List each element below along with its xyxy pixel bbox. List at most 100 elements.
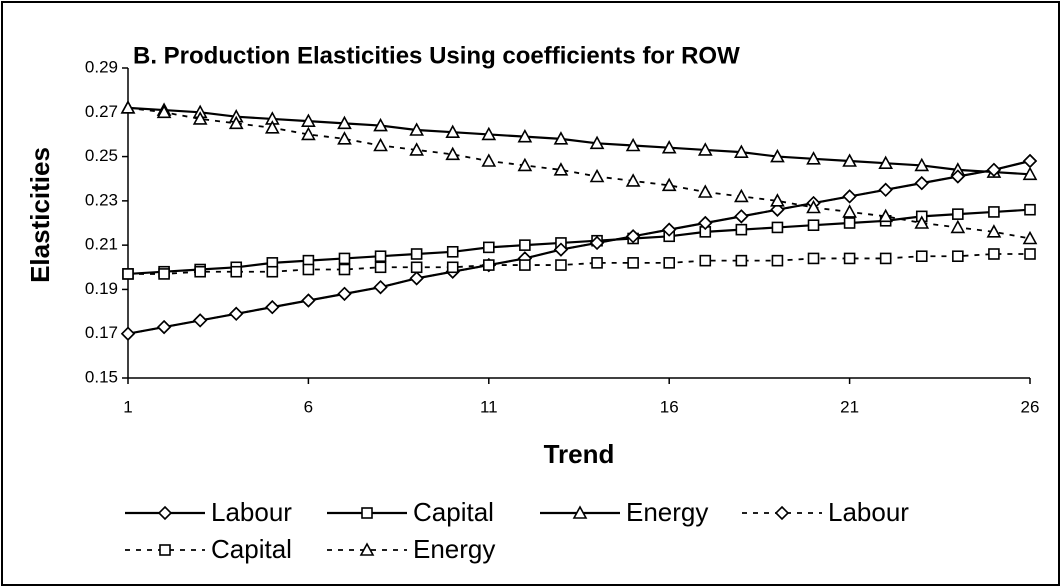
legend-marker (572, 505, 588, 519)
marker (914, 157, 930, 172)
marker (301, 113, 316, 127)
y-tick-label: 0.19 (85, 279, 118, 298)
marker (770, 148, 785, 163)
marker (445, 124, 461, 139)
marker (914, 176, 929, 191)
marker (734, 144, 749, 158)
marker (661, 140, 677, 154)
marker (553, 131, 569, 145)
marker (481, 126, 497, 141)
marker (699, 254, 712, 267)
marker (627, 257, 639, 269)
marker (517, 128, 533, 143)
marker (697, 184, 713, 198)
marker (519, 259, 531, 271)
marker (374, 261, 387, 274)
marker (807, 219, 820, 232)
y-tick-label: 0.25 (85, 146, 118, 165)
legend-marker (159, 544, 171, 556)
marker (156, 104, 172, 119)
x-tick-label: 1 (123, 397, 132, 416)
marker (589, 168, 605, 183)
marker (662, 222, 677, 237)
y-tick-label: 0.23 (85, 190, 118, 209)
marker (915, 250, 928, 263)
series-line (128, 253, 1030, 275)
marker (120, 326, 136, 341)
legend-marker (157, 505, 173, 521)
marker (591, 257, 603, 269)
marker (301, 126, 316, 141)
series-line (127, 106, 1031, 240)
marker (1022, 230, 1038, 245)
marker (120, 100, 136, 114)
y-axis-title: Elasticities (25, 147, 55, 283)
marker (734, 188, 749, 203)
marker (409, 271, 424, 286)
marker (842, 204, 857, 218)
marker (446, 261, 459, 274)
marker (988, 248, 1000, 260)
marker (914, 215, 930, 229)
marker (410, 248, 423, 260)
marker (1024, 248, 1036, 260)
legend-label: Labour (211, 497, 292, 527)
marker (481, 153, 497, 167)
marker (661, 177, 677, 192)
marker (555, 259, 567, 271)
marker (519, 239, 531, 251)
marker (879, 252, 892, 265)
marker (338, 263, 351, 276)
marker (1022, 166, 1038, 181)
marker (517, 157, 533, 172)
marker (337, 131, 352, 145)
marker (697, 142, 713, 156)
y-tick-label: 0.17 (85, 323, 118, 342)
marker (950, 219, 966, 234)
marker (698, 215, 713, 231)
x-axis-title: Trend (544, 439, 615, 469)
x-tick-label: 26 (1021, 397, 1040, 416)
marker (771, 254, 784, 267)
marker (193, 313, 208, 328)
series-line (127, 106, 1031, 176)
y-tick-label: 0.15 (85, 367, 118, 386)
x-tick-label: 16 (660, 397, 679, 416)
marker (229, 306, 244, 321)
marker (625, 173, 641, 187)
y-tick-label: 0.27 (85, 102, 118, 121)
chart-title: B. Production Elasticities Using coeffic… (133, 42, 740, 69)
marker (806, 199, 821, 214)
marker (1022, 153, 1038, 169)
marker (878, 208, 894, 223)
marker (988, 206, 1000, 218)
marker (842, 153, 857, 167)
marker (950, 169, 965, 184)
marker (735, 223, 748, 236)
marker (878, 182, 893, 197)
legend-marker (359, 542, 375, 556)
legend-label: Energy (413, 534, 495, 564)
marker (228, 115, 244, 130)
marker (625, 229, 641, 244)
legend-marker (774, 505, 790, 521)
marker (878, 155, 894, 170)
legend-marker (361, 507, 373, 519)
marker (373, 137, 388, 152)
marker (445, 146, 461, 161)
marker (842, 189, 857, 204)
marker (194, 265, 206, 278)
marker (843, 252, 856, 265)
marker (373, 117, 388, 132)
marker (1024, 203, 1036, 216)
marker (373, 280, 388, 295)
x-tick-label: 21 (840, 397, 859, 416)
marker (553, 162, 569, 176)
marker (264, 120, 280, 134)
marker (986, 224, 1002, 238)
marker (806, 151, 821, 165)
marker (589, 135, 605, 150)
marker (122, 268, 134, 280)
